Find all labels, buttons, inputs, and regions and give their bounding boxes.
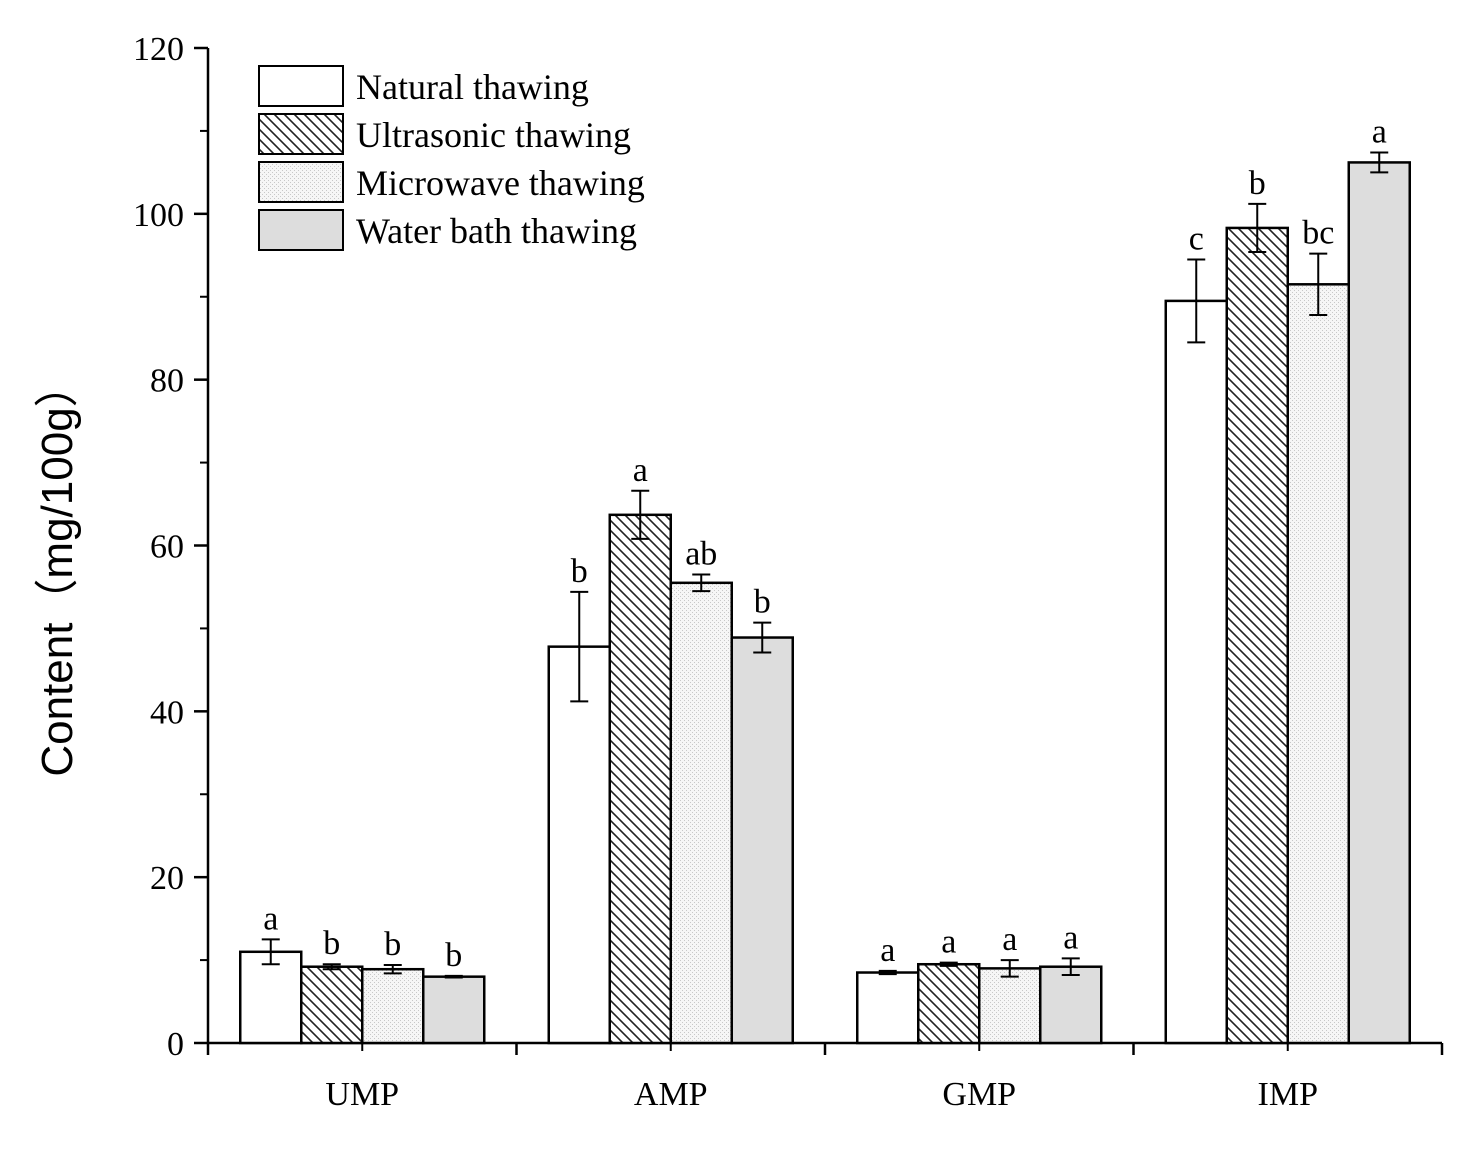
legend-swatch-natural: [258, 65, 344, 107]
bar-gmp-series-1: [917, 962, 981, 1045]
bars: [239, 161, 1411, 1045]
x-category-label: GMP: [942, 1076, 1016, 1113]
significance-label: a: [1063, 919, 1078, 956]
significance-label: a: [941, 924, 956, 961]
significance-label: b: [754, 584, 771, 621]
y-axis-title: Content（mg/100g）: [33, 363, 82, 776]
x-ticks: [206, 1043, 1444, 1055]
y-tick-label: 100: [133, 197, 184, 234]
y-ticks: 0 20 40 60 80 100 120: [133, 31, 208, 1063]
significance-label: a: [1372, 113, 1387, 150]
y-tick-label: 40: [150, 694, 184, 731]
y-tick-label: 20: [150, 860, 184, 897]
x-category-label: IMP: [1258, 1076, 1318, 1113]
legend-label-natural: Natural thawing: [356, 67, 589, 107]
bar-ump-series-3: [422, 975, 486, 1045]
category-labels: UMP AMP GMP IMP: [325, 1076, 1318, 1113]
significance-label: ab: [685, 536, 717, 573]
bar-amp-series-3: [730, 636, 794, 1045]
bar-amp-series-1: [608, 513, 672, 1045]
legend-label-ultrasonic: Ultrasonic thawing: [356, 115, 631, 155]
bar-imp-series-0: [1164, 299, 1228, 1045]
significance-label: b: [323, 925, 340, 962]
x-category-label: UMP: [325, 1076, 399, 1113]
y-tick-label: 60: [150, 529, 184, 566]
legend: Natural thawing Ultrasonic thawing Micro…: [258, 65, 645, 251]
legend-swatch-microwave: [258, 161, 344, 203]
x-category-label: AMP: [634, 1076, 708, 1113]
significance-label: b: [571, 553, 588, 590]
significance-label: bc: [1302, 215, 1334, 252]
significance-label: c: [1189, 220, 1204, 257]
y-tick-label: 120: [133, 31, 184, 68]
bar-amp-series-0: [547, 645, 611, 1045]
bar-ump-series-1: [300, 965, 364, 1045]
bar-imp-series-1: [1225, 226, 1289, 1045]
y-tick-label: 80: [150, 363, 184, 400]
bar-gmp-series-0: [856, 971, 920, 1045]
bar-gmp-series-2: [978, 967, 1042, 1045]
bar-gmp-series-3: [1039, 965, 1103, 1045]
bar-amp-series-2: [669, 581, 733, 1045]
significance-label: a: [633, 452, 648, 489]
legend-label-microwave: Microwave thawing: [356, 163, 645, 203]
significance-label: a: [1002, 921, 1017, 958]
error-bars: [261, 151, 1389, 979]
significance-label: b: [1249, 165, 1266, 202]
bar-imp-series-2: [1286, 283, 1350, 1045]
bar-ump-series-0: [239, 950, 303, 1045]
y-tick-label: 0: [167, 1026, 184, 1063]
bar-ump-series-2: [361, 967, 425, 1045]
legend-swatch-waterbath: [258, 209, 344, 251]
significance-label: b: [445, 937, 462, 974]
significance-label: a: [880, 932, 895, 969]
legend-swatch-ultrasonic: [258, 113, 344, 155]
bar-imp-series-3: [1347, 161, 1411, 1045]
significance-label: a: [263, 900, 278, 937]
significance-label: b: [384, 926, 401, 963]
legend-label-waterbath: Water bath thawing: [356, 211, 637, 251]
